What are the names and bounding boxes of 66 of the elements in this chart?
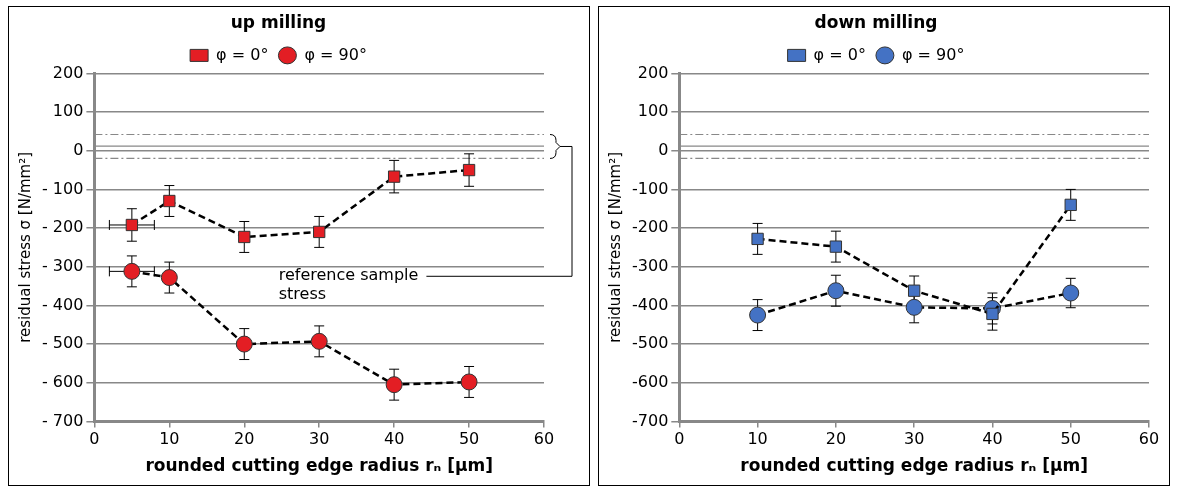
y-tick-label: - 400	[41, 294, 84, 314]
y-axis-title: residual stress σ [N/mm²]	[15, 151, 34, 343]
y-tick-label: 200	[52, 62, 84, 82]
point	[310, 332, 328, 350]
point	[749, 306, 767, 324]
y-tick-label: - 600	[41, 371, 84, 391]
y-tick-label: -100	[632, 178, 669, 198]
chart-title: up milling	[230, 11, 327, 32]
x-tick-label: 60	[1138, 429, 1160, 449]
y-tick-label: -500	[632, 333, 669, 353]
point	[986, 307, 999, 321]
y-tick-label: - 100	[41, 178, 84, 198]
point	[1062, 284, 1080, 302]
point	[125, 218, 139, 232]
point	[827, 282, 845, 300]
y-axis-title: residual stress σ [N/mm²]	[605, 151, 624, 343]
x-tick-label: 40	[982, 429, 1003, 449]
y-tick-label: 100	[52, 101, 84, 121]
x-tick-label: 20	[234, 429, 255, 449]
y-tick-label: - 700	[41, 410, 84, 430]
x-tick-label: 0	[674, 429, 685, 449]
x-tick-label: 20	[825, 429, 847, 449]
y-tick-label: -400	[632, 294, 669, 314]
x-tick-label: 30	[309, 429, 330, 449]
y-tick-label: - 200	[41, 217, 84, 237]
y-tick-label: - 500	[41, 333, 84, 353]
point	[460, 373, 478, 391]
point	[385, 376, 403, 394]
y-tick-label: 0	[658, 139, 669, 159]
x-axis-title: rounded cutting edge radius rₙ [µm]	[740, 455, 1088, 476]
y-tick-label: -300	[632, 255, 669, 275]
x-tick-label: 0	[89, 429, 100, 449]
x-tick-label: 40	[383, 429, 405, 449]
point	[1064, 198, 1077, 212]
point	[123, 262, 141, 280]
point	[387, 170, 401, 183]
x-tick-label: 30	[903, 429, 925, 449]
y-tick-label: 200	[637, 62, 669, 82]
legend-label: φ = 90°	[304, 44, 367, 64]
point	[235, 335, 253, 353]
y-tick-label: -600	[632, 371, 669, 391]
x-tick-label: 60	[533, 429, 555, 449]
legend-label: φ = 0°	[216, 44, 269, 64]
x-tick-label: 50	[458, 429, 480, 449]
point	[238, 230, 251, 244]
y-tick-label: -700	[632, 410, 669, 430]
y-tick-label: 0	[73, 139, 84, 159]
y-tick-label: -200	[632, 217, 669, 237]
point	[829, 240, 843, 253]
point	[160, 269, 178, 287]
point	[163, 194, 176, 208]
annotation: reference sample stress	[278, 265, 419, 304]
x-tick-label: 10	[159, 429, 180, 449]
point	[908, 284, 921, 297]
y-tick-label: 100	[637, 101, 669, 121]
x-axis-title: rounded cutting edge radius rₙ [µm]	[145, 455, 494, 476]
x-tick-label: 50	[1060, 429, 1081, 449]
point	[462, 163, 476, 177]
legend-label: φ = 90°	[901, 44, 965, 64]
point	[905, 298, 923, 316]
legend-label: φ = 0°	[813, 44, 866, 64]
chart-title: down milling	[814, 11, 938, 32]
y-tick-label: - 300	[41, 255, 84, 275]
x-tick-label: 10	[747, 429, 768, 449]
point	[751, 232, 764, 246]
point	[313, 225, 326, 239]
